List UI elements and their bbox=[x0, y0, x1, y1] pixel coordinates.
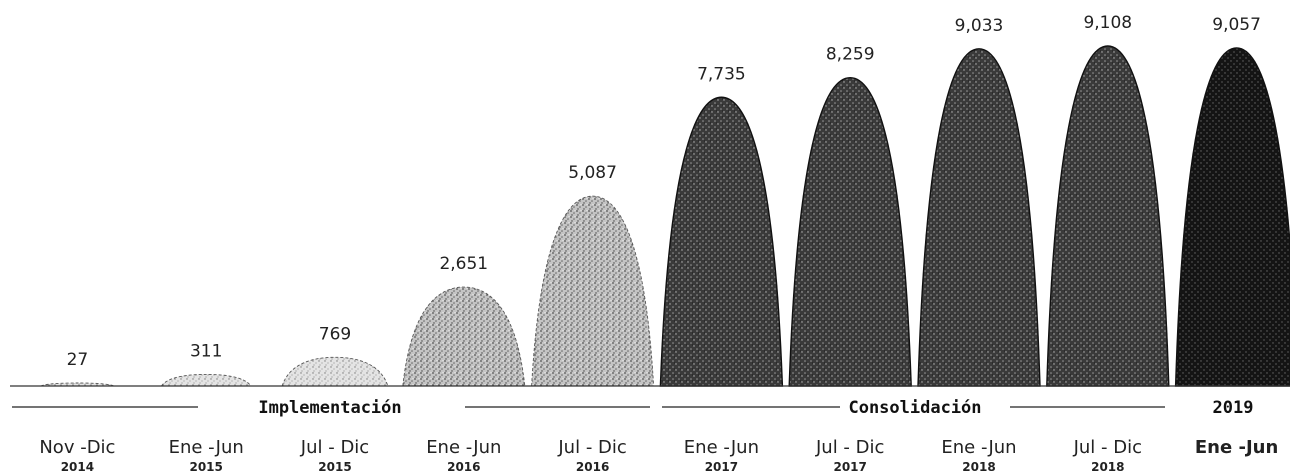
peak-9 bbox=[1046, 45, 1170, 387]
value-label-8: 9,033 bbox=[955, 16, 1004, 36]
peak-7 bbox=[788, 76, 912, 387]
period-label-1: Nov -Dic bbox=[39, 437, 115, 458]
value-label-3: 769 bbox=[319, 324, 351, 344]
peak-5 bbox=[531, 195, 655, 387]
value-label-9: 9,108 bbox=[1083, 13, 1132, 33]
phase-label-2019: 2019 bbox=[1213, 398, 1254, 418]
value-label-1: 27 bbox=[67, 350, 89, 370]
value-label-4: 2,651 bbox=[439, 254, 488, 274]
period-label-3: Jul - Dic bbox=[300, 437, 369, 458]
period-label-7: Jul - Dic bbox=[815, 437, 884, 458]
year-label-4: 2016 bbox=[447, 460, 480, 474]
period-label-9: Jul - Dic bbox=[1073, 437, 1142, 458]
year-label-5: 2016 bbox=[576, 460, 609, 474]
year-label-6: 2017 bbox=[705, 460, 738, 474]
period-label-2: Ene -Jun bbox=[169, 437, 244, 458]
period-label-10: Ene -Jun bbox=[1195, 437, 1278, 458]
period-label-8: Ene -Jun bbox=[941, 437, 1016, 458]
value-label-10: 9,057 bbox=[1212, 15, 1261, 35]
year-label-8: 2018 bbox=[962, 460, 995, 474]
year-label-2: 2015 bbox=[189, 460, 222, 474]
peak-8 bbox=[917, 48, 1041, 387]
year-label-7: 2017 bbox=[833, 460, 866, 474]
phase-label-implementacion: Implementación bbox=[258, 398, 401, 418]
value-label-6: 7,735 bbox=[697, 64, 746, 84]
year-label-9: 2018 bbox=[1091, 460, 1124, 474]
period-label-5: Jul - Dic bbox=[557, 437, 626, 458]
value-labels: 27 311 769 2,651 5,087 7,735 8,259 9,033 9,108 9,… bbox=[67, 13, 1261, 370]
phase-bar: Implementación Consolidación 2019 bbox=[12, 398, 1253, 418]
phase-label-consolidacion: Consolidación bbox=[848, 398, 981, 418]
year-label-3: 2015 bbox=[318, 460, 351, 474]
peak-10 bbox=[1174, 47, 1290, 387]
peak-6 bbox=[659, 96, 784, 387]
x-axis-labels: Nov -Dic 2014 Ene -Jun 2015 Jul - Dic 2015 Ene… bbox=[39, 437, 1278, 474]
peak-shapes bbox=[40, 45, 1290, 387]
peak-4 bbox=[402, 286, 526, 387]
value-label-2: 311 bbox=[190, 341, 222, 361]
peak-3 bbox=[281, 356, 389, 387]
peak-2 bbox=[160, 373, 252, 387]
peak-1 bbox=[40, 382, 115, 387]
value-label-5: 5,087 bbox=[568, 163, 617, 183]
year-label-1: 2014 bbox=[61, 460, 94, 474]
period-label-6: Ene -Jun bbox=[684, 437, 759, 458]
period-label-4: Ene -Jun bbox=[426, 437, 501, 458]
value-label-7: 8,259 bbox=[826, 45, 875, 65]
